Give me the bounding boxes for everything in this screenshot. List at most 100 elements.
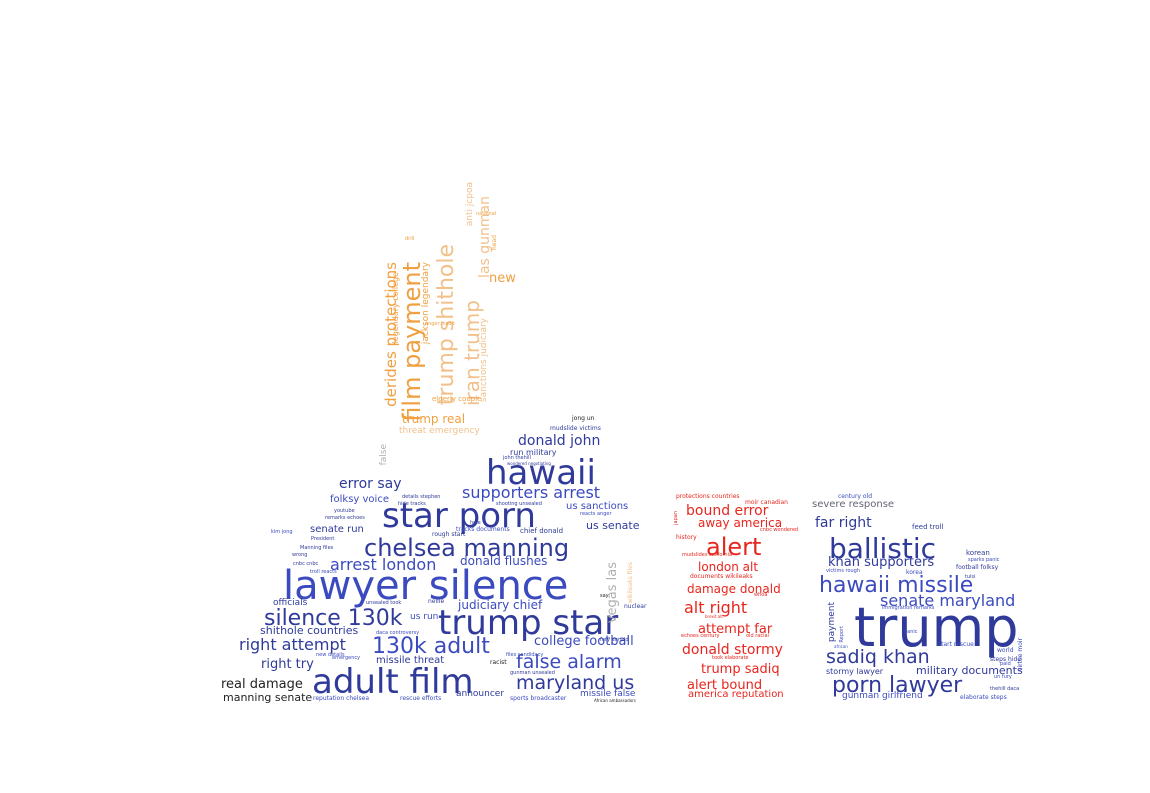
word: shithole countries bbox=[260, 624, 359, 637]
word: protections countries bbox=[676, 493, 740, 500]
word: wondered negotiating bbox=[507, 461, 551, 466]
word: hide tracks bbox=[398, 501, 426, 507]
word: racist bbox=[490, 659, 507, 666]
word: drill bbox=[405, 236, 415, 242]
word: adult film bbox=[312, 662, 474, 702]
word: african bbox=[834, 644, 848, 649]
word: alt right bbox=[684, 598, 748, 617]
word: america reputation bbox=[688, 689, 784, 700]
word: Manning files bbox=[300, 545, 334, 551]
word: far right bbox=[815, 515, 872, 531]
word: false bbox=[379, 444, 389, 466]
word: Report bbox=[839, 626, 845, 643]
word: anti jcpoa bbox=[465, 182, 475, 227]
word: officials bbox=[273, 598, 308, 608]
word: us run bbox=[410, 612, 439, 622]
word: sanctions judiciary bbox=[479, 318, 489, 403]
word: old racial bbox=[746, 633, 769, 639]
word: emergency bbox=[332, 655, 361, 661]
word: unsealed took bbox=[366, 600, 402, 606]
word: right try bbox=[261, 657, 314, 672]
word: daca controversy bbox=[376, 630, 420, 636]
word: ballistic bbox=[829, 532, 937, 565]
word: panic bbox=[904, 629, 918, 635]
word: arrest london bbox=[330, 555, 437, 574]
word: lawyer silence bbox=[283, 563, 569, 609]
word: college football bbox=[534, 634, 634, 649]
word: senate run bbox=[310, 524, 364, 535]
word: moir canadian bbox=[745, 499, 788, 506]
word: donald stormy bbox=[682, 642, 783, 658]
word: new details bbox=[316, 652, 345, 658]
word: announcer bbox=[456, 689, 505, 699]
word: korea bbox=[906, 569, 923, 576]
word: bound error bbox=[686, 503, 769, 519]
word: files candidacy bbox=[506, 652, 544, 658]
word: silence 130k bbox=[264, 606, 403, 631]
word: judiciary chief bbox=[458, 598, 543, 612]
word: khan supporters bbox=[828, 555, 935, 570]
word: gunman unsealed bbox=[510, 670, 555, 676]
word: details stephen bbox=[402, 494, 441, 500]
word: new bbox=[489, 271, 516, 286]
word: paid bbox=[1000, 661, 1011, 667]
word: star porn bbox=[382, 496, 536, 536]
word: whoa bbox=[754, 592, 768, 598]
word: supporters arrest bbox=[462, 483, 601, 502]
word: gunman girlfriend bbox=[842, 691, 923, 701]
word: start rescue bbox=[938, 641, 974, 648]
word: elaborate steps bbox=[960, 694, 1007, 701]
word: sports broadcaster bbox=[510, 695, 567, 702]
word: porn lawyer bbox=[832, 673, 963, 698]
word: trump sadiq bbox=[701, 662, 780, 677]
word: anger insult bbox=[425, 321, 455, 327]
word: reacts anger bbox=[580, 511, 612, 517]
word: hole bbox=[470, 520, 481, 526]
word: documents wikileaks bbox=[690, 573, 753, 580]
word: senate maryland bbox=[880, 591, 1016, 610]
word: national bbox=[476, 211, 497, 217]
word: error say bbox=[339, 476, 402, 492]
word: youtube bbox=[334, 508, 355, 514]
word: away america bbox=[698, 516, 783, 530]
word: century old bbox=[838, 493, 873, 500]
word: threat emergency bbox=[399, 426, 480, 436]
word: legendary college bbox=[391, 272, 400, 344]
word: hawaii missile bbox=[819, 573, 974, 598]
word: donald john bbox=[518, 433, 601, 449]
word: folksy voice bbox=[330, 494, 389, 505]
word: thehill daca bbox=[990, 686, 1020, 692]
word: 130k adult bbox=[372, 634, 490, 659]
word: alert bound bbox=[687, 678, 763, 693]
word: korean bbox=[966, 549, 990, 557]
word: cnbc cnbc bbox=[293, 561, 319, 567]
word: tulsi bbox=[965, 574, 976, 580]
word: trump real bbox=[402, 412, 466, 426]
word: remarks echoes bbox=[325, 515, 365, 521]
word: head bbox=[491, 235, 498, 250]
word: victims rough bbox=[826, 568, 861, 574]
word: shooting unsealed bbox=[496, 501, 542, 507]
word: real damage bbox=[221, 677, 303, 692]
word: payment bbox=[827, 602, 837, 643]
word: alert bbox=[706, 533, 762, 561]
word: mudslides california bbox=[682, 552, 733, 558]
word: immigration remarks bbox=[882, 605, 935, 611]
word: stormy lawyer bbox=[826, 667, 884, 676]
word: hawaii bbox=[486, 453, 596, 493]
word: virtue moir bbox=[1017, 638, 1024, 672]
word: severe response bbox=[812, 499, 895, 510]
word: trump bbox=[854, 596, 1019, 659]
word: maryland us bbox=[516, 672, 635, 694]
word: rescue efforts bbox=[400, 695, 442, 702]
word: President bbox=[311, 536, 335, 542]
word: feed troll bbox=[912, 523, 944, 531]
word: sadiq khan bbox=[826, 646, 930, 668]
word: london alt bbox=[698, 560, 759, 574]
word: fury donald bbox=[600, 637, 629, 643]
word: us senate bbox=[586, 519, 640, 532]
word: cnbc wondered bbox=[760, 527, 799, 533]
word: un fury bbox=[994, 674, 1012, 680]
word: us sanctions bbox=[566, 501, 629, 512]
